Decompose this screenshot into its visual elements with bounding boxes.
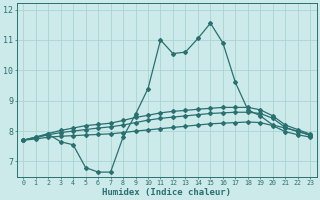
- X-axis label: Humidex (Indice chaleur): Humidex (Indice chaleur): [102, 188, 231, 197]
